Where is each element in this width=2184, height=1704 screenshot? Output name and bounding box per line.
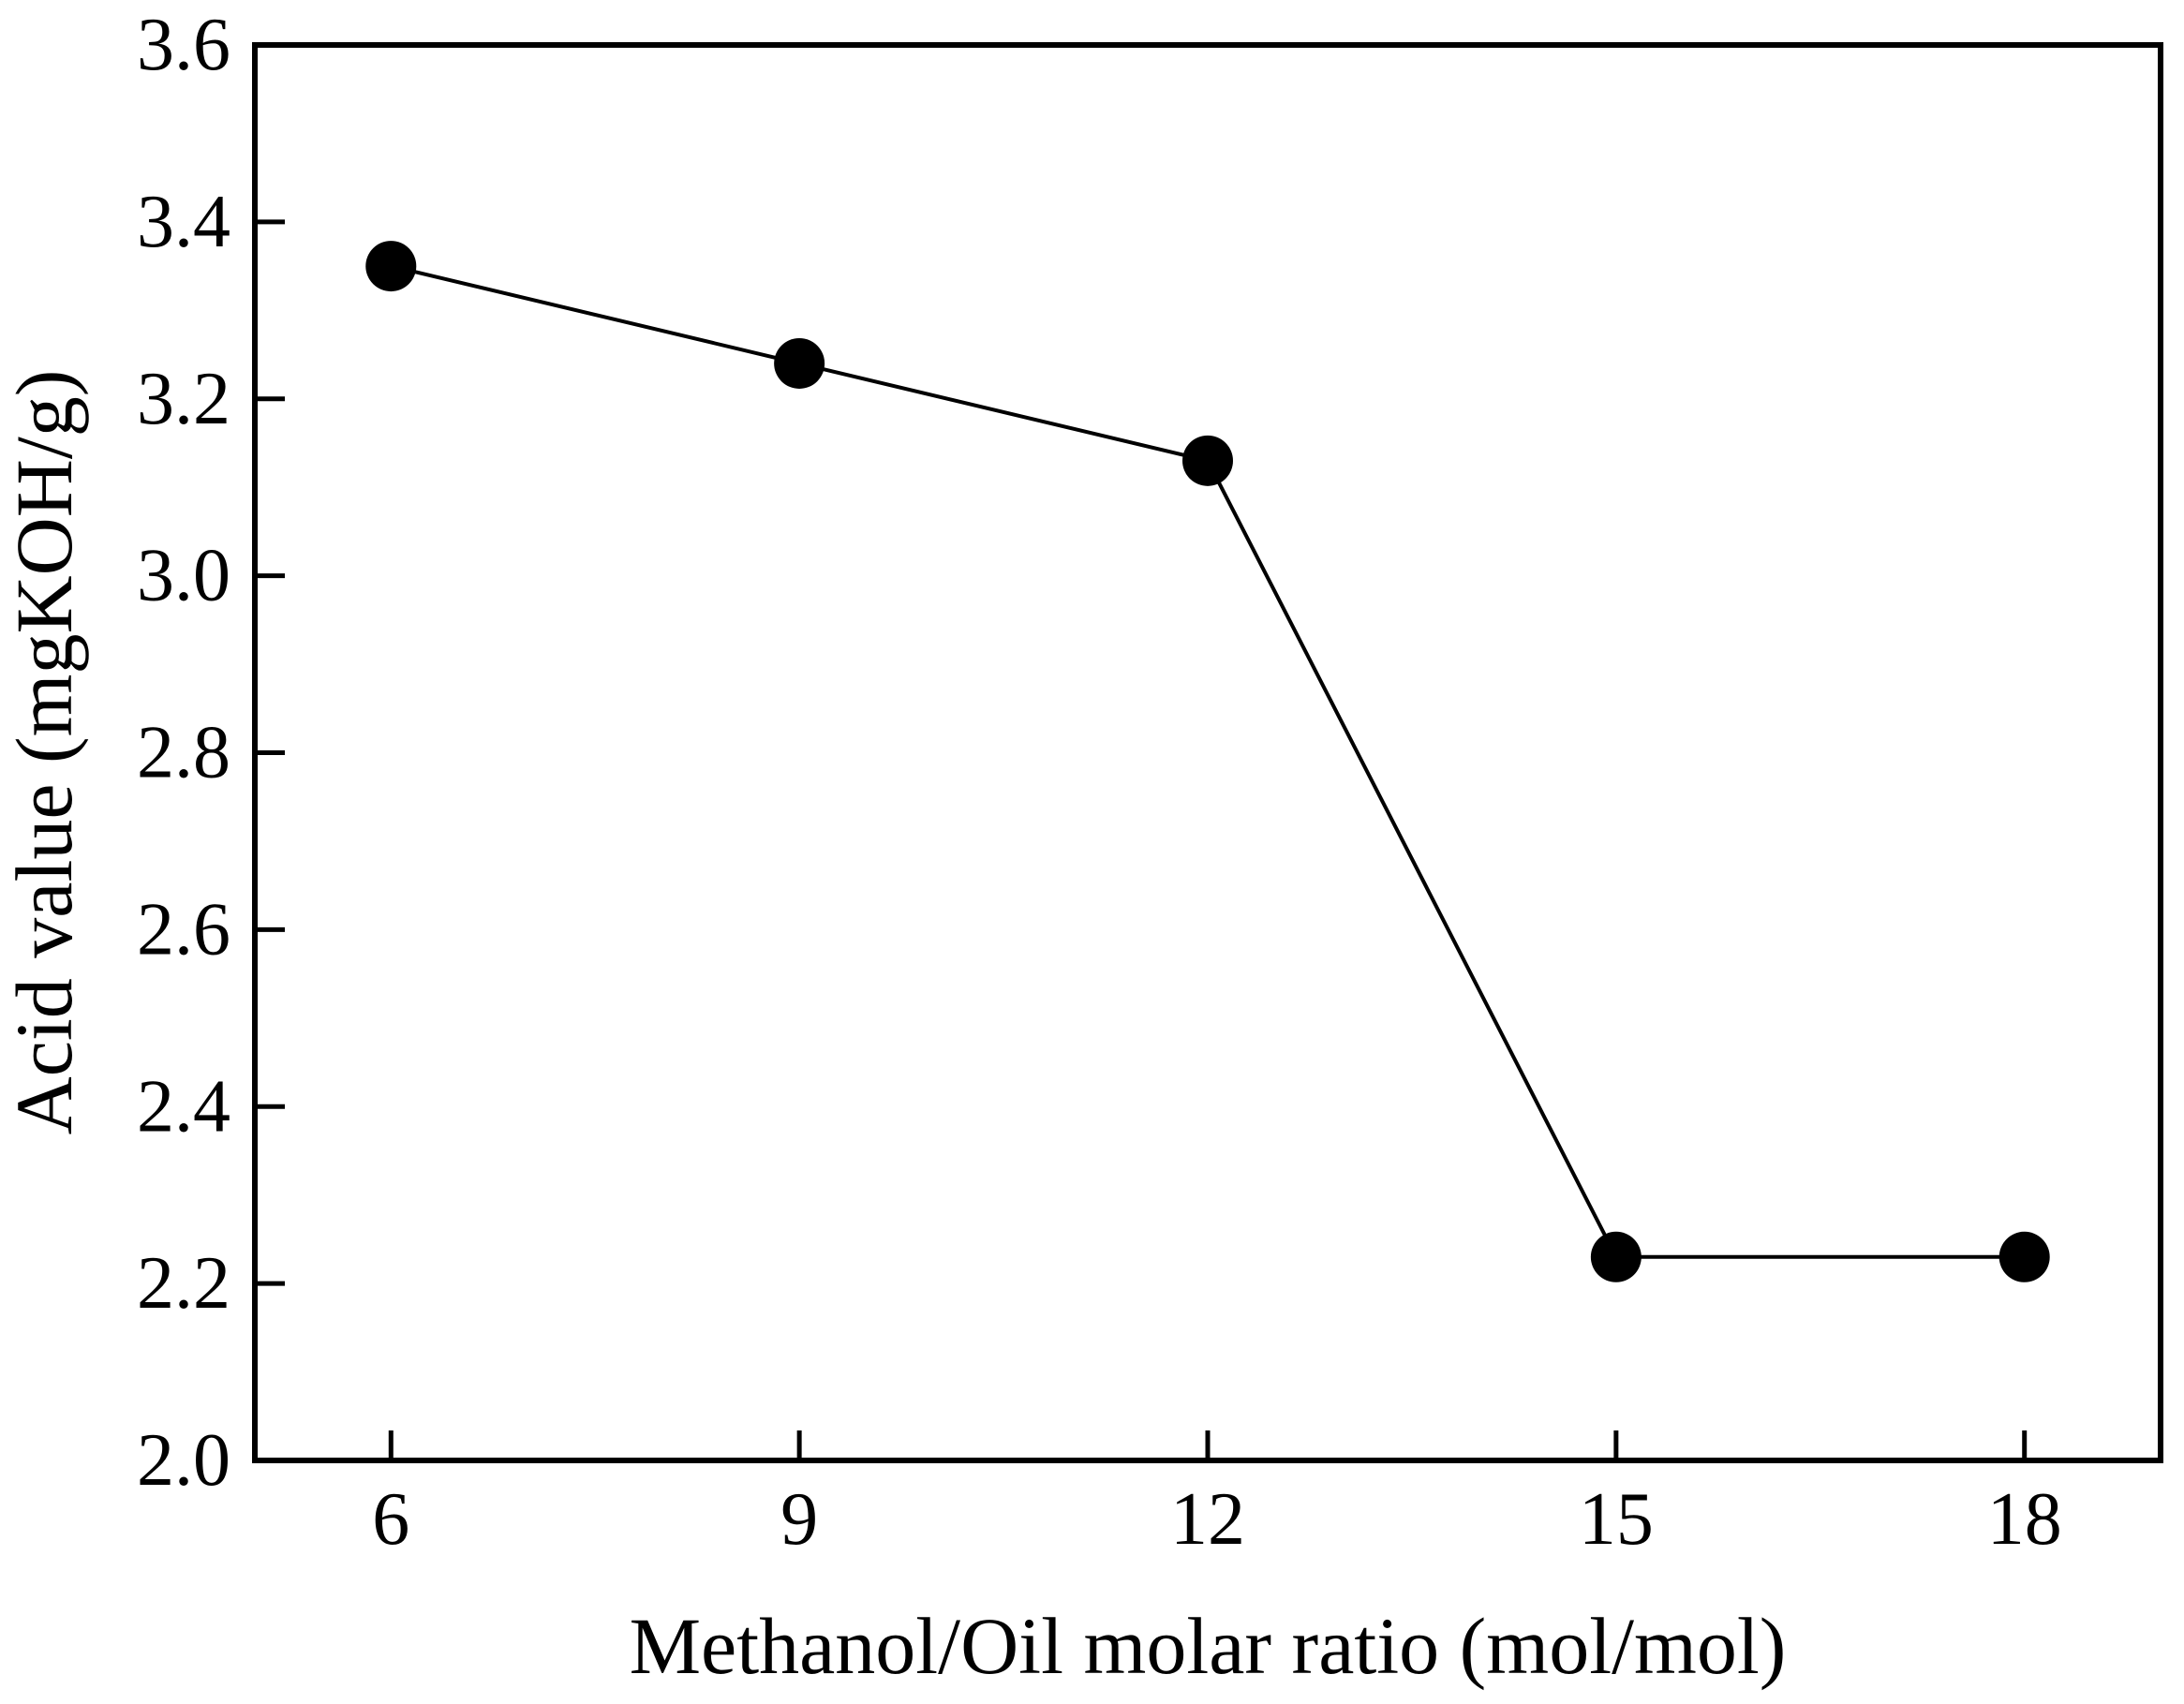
y-tick-label: 3.4 <box>137 181 230 263</box>
x-tick-label: 6 <box>372 1478 409 1561</box>
x-tick-label: 18 <box>1987 1478 2062 1561</box>
data-line <box>390 264 2025 1259</box>
y-tick-label: 3.0 <box>137 535 230 617</box>
data-point <box>1998 1231 2050 1282</box>
y-axis-title: Acid value (mgKOH/g) <box>0 370 89 1135</box>
plot-area: 3.6 3.4 3.2 3.0 2.8 2.6 2.4 2.2 2.0 6 9 12 15 18 <box>137 4 2163 1561</box>
y-tick-label: 2.2 <box>137 1242 230 1325</box>
x-tick-label: 15 <box>1579 1478 1654 1561</box>
y-tick-label: 3.2 <box>137 358 230 440</box>
y-tick-label: 2.6 <box>137 888 230 971</box>
x-tick-label: 12 <box>1170 1478 1245 1561</box>
plot-frame <box>252 42 2163 1463</box>
y-tick-label: 3.6 <box>137 4 230 86</box>
x-tick-label: 9 <box>780 1478 818 1561</box>
data-point <box>774 337 825 389</box>
y-tick-label: 2.0 <box>137 1419 230 1502</box>
data-point <box>1182 435 1233 486</box>
x-axis-title: Methanol/Oil molar ratio (mol/mol) <box>630 1601 1787 1691</box>
y-tick-label: 2.4 <box>137 1065 230 1148</box>
data-point <box>365 241 417 292</box>
data-point <box>1590 1231 1642 1282</box>
y-tick-label: 2.8 <box>137 712 230 794</box>
